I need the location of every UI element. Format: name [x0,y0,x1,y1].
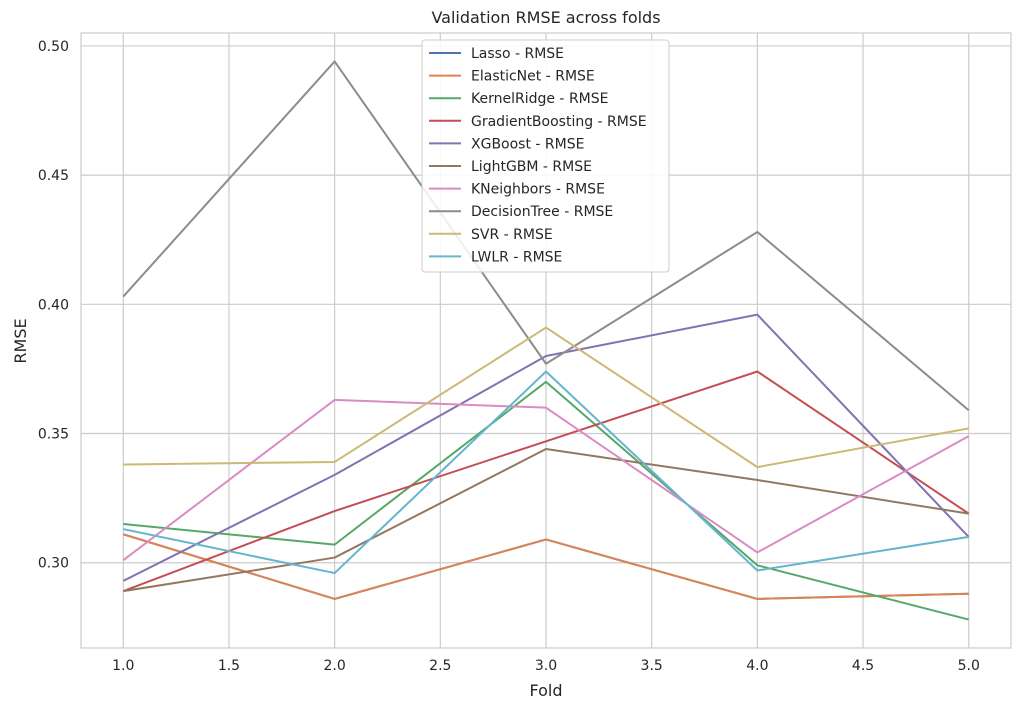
legend-box [421,39,670,273]
legend-label-lasso: Lasso - RMSE [471,46,564,62]
x-tick-labels: 1.0 1.5 2.0 2.5 3.0 3.5 4.0 4.5 5.0 [112,658,980,674]
legend-label-lightgbm: LightGBM - RMSE [471,159,592,175]
series-line-xgboost [122,313,970,582]
y-tick-labels: 0.30 0.35 0.40 0.45 0.50 [38,39,69,572]
series-line-decisiontree [122,60,970,412]
y-tick-label: 0.30 [38,556,69,572]
series-line-kneighbors [122,398,970,561]
series-line-lightgbm [123,448,969,593]
y-tick-label: 0.50 [38,39,69,55]
series-line-svr [123,326,969,469]
x-tick-label: 2.0 [324,658,346,674]
x-tick-label: 4.5 [852,658,874,674]
x-tick-label: 1.5 [218,658,240,674]
y-tick-label: 0.35 [38,427,69,443]
y-tick-label: 0.40 [38,297,69,313]
legend-label-decisiontree: DecisionTree - RMSE [471,204,613,220]
y-axis-label: RMSE [11,318,30,363]
plot-frame [80,32,1012,649]
legend-label-kernelridge: KernelRidge - RMSE [471,91,608,107]
legend-label-lwlr: LWLR - RMSE [471,249,562,265]
x-tick-label: 3.0 [535,658,557,674]
legend-label-gradientboosting: GradientBoosting - RMSE [471,114,647,130]
series-line-elasticnet [122,533,969,600]
legend-label-kneighbors: KNeighbors - RMSE [471,182,605,198]
x-tick-label: 5.0 [958,658,980,674]
legend: Lasso - RMSE ElasticNet - RMSE KernelRidge… [421,39,670,273]
x-tick-label: 4.0 [746,658,768,674]
legend-label-xgboost: XGBoost - RMSE [471,136,584,152]
x-axis-label: Fold [529,681,562,700]
x-tick-label: 2.5 [429,658,451,674]
series-line-gradientboosting [122,370,970,593]
x-tick-label: 1.0 [112,658,134,674]
y-tick-label: 0.45 [38,168,69,184]
chart-title: Validation RMSE across folds [431,8,660,27]
legend-label-svr: SVR - RMSE [471,227,553,243]
series-lines [122,60,970,621]
legend-label-elasticnet: ElasticNet - RMSE [471,69,595,85]
series-line-lwlr [123,370,969,575]
x-tick-label: 3.5 [641,658,663,674]
